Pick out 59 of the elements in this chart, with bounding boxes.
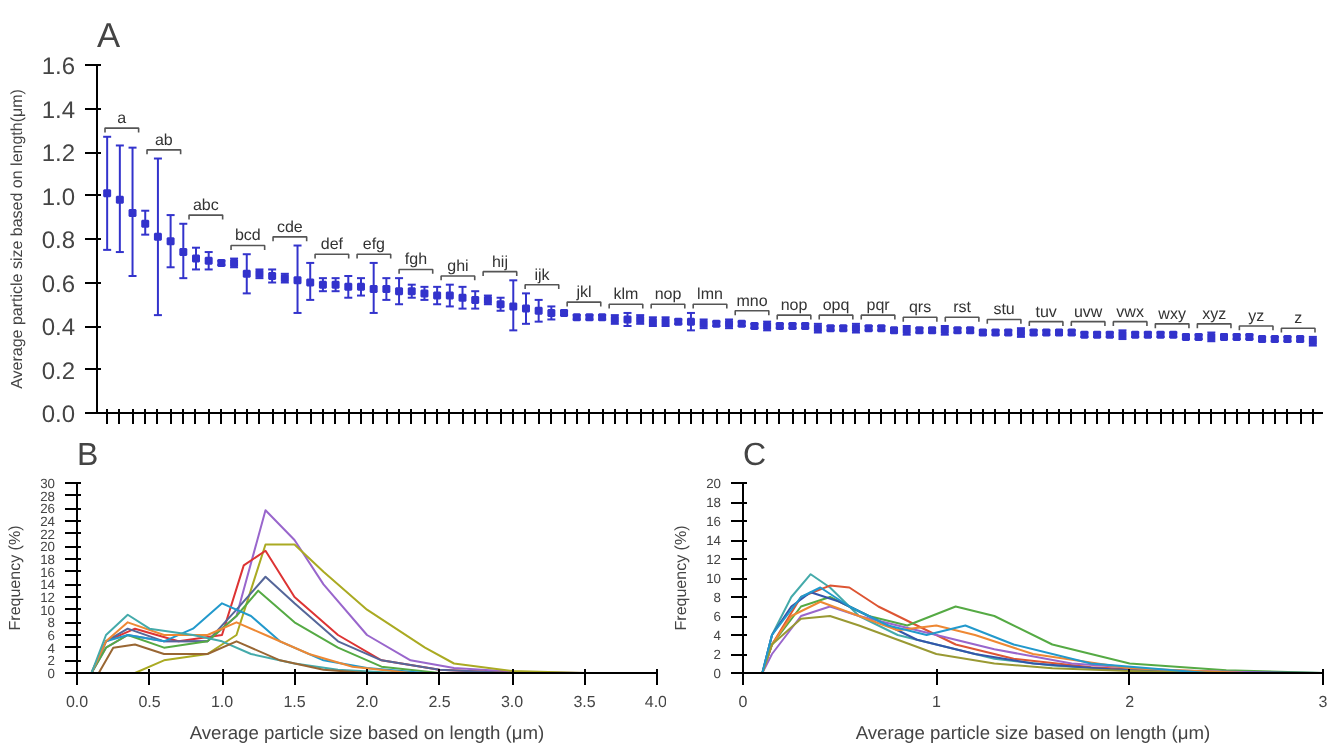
x-tick-label: 1.5	[283, 693, 307, 711]
annotation: ab	[154, 130, 174, 149]
y-tick-label: 1.2	[41, 139, 76, 167]
annotation: a	[117, 108, 128, 127]
annotation: stu	[993, 300, 1015, 319]
x-tick-label: 0.0	[65, 693, 90, 711]
annotation: fgh	[404, 250, 428, 269]
annotation: nop	[780, 296, 809, 315]
y-tick-label: 1.0	[41, 182, 76, 211]
x-tick-label: 4.0	[644, 693, 669, 711]
chart-title: B	[77, 439, 99, 473]
y-tick-label: 1.6	[41, 52, 76, 80]
annotation: nop	[654, 285, 683, 304]
chart-title: A	[97, 15, 121, 55]
x-tick-label: 3.5	[573, 693, 597, 711]
annotation: mno	[736, 291, 769, 310]
x-axis-title: Average particle size based on length (μm)	[189, 723, 545, 743]
annotation: wxy	[1156, 304, 1186, 323]
x-tick-label: 0	[738, 693, 749, 711]
annotation: ijk	[534, 265, 552, 284]
annotation: rst	[953, 298, 973, 317]
annotation: qrs	[908, 298, 932, 317]
annotation: z	[1294, 309, 1303, 328]
y-tick-label: 0.4	[41, 313, 76, 341]
y-axis-title: Frequency (%)	[6, 524, 25, 631]
x-tick-label: 2	[1125, 693, 1136, 711]
annotation: ghi	[447, 256, 470, 275]
y-axis-title: Average particle size based on length(μm)	[7, 88, 26, 389]
y-tick-label: 0.2	[41, 356, 76, 385]
annotation: yz	[1248, 306, 1265, 325]
annotation: uvw	[1073, 302, 1103, 321]
annotation: cde	[276, 217, 304, 236]
annotation: def	[320, 235, 345, 254]
y-tick-label: 0.6	[41, 269, 76, 298]
x-axis-title: Average particle size based on length (μm)	[855, 723, 1211, 743]
annotation: xyz	[1202, 304, 1227, 323]
x-tick-label: 2.5	[428, 693, 452, 711]
x-tick-label: 1	[931, 693, 942, 711]
x-tick-label: 2.0	[355, 693, 380, 711]
annotation: lmn	[697, 285, 723, 304]
annotation: klm	[613, 285, 640, 304]
y-tick-label: 0.8	[41, 226, 76, 254]
x-tick-label: 0.5	[138, 693, 162, 711]
annotation: efg	[362, 235, 386, 254]
annotation: tuv	[1035, 302, 1057, 321]
chart-title: C	[743, 439, 767, 473]
annotation: abc	[192, 195, 219, 214]
annotation: vwx	[1116, 302, 1144, 321]
x-tick-label: 3	[1318, 693, 1329, 711]
y-tick-label: 0.0	[41, 400, 76, 428]
annotation: bcd	[234, 226, 261, 245]
annotation: opq	[822, 296, 850, 315]
annotation: hij	[491, 252, 509, 271]
x-tick-label: 3.0	[500, 693, 525, 711]
y-tick-label: 1.4	[41, 95, 76, 124]
x-tick-label: 1.0	[210, 693, 235, 711]
y-axis-title: Frequency (%)	[672, 524, 691, 631]
annotation: pqr	[866, 296, 891, 315]
annotation: jkl	[574, 282, 592, 301]
